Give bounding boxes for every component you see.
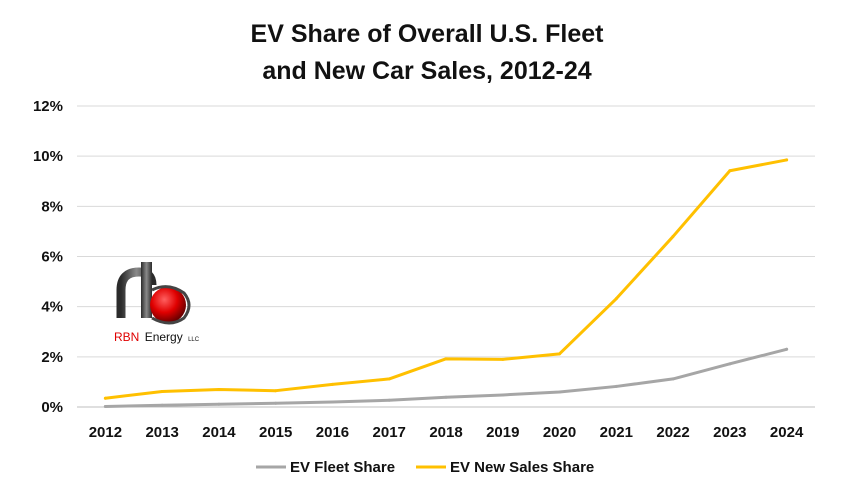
chart-title-line-1: EV Share of Overall U.S. Fleet xyxy=(251,20,605,48)
chart-title-line-2: and New Car Sales, 2012-24 xyxy=(262,57,591,85)
data-point xyxy=(501,393,505,397)
y-tick-label: 6% xyxy=(41,249,63,266)
data-point xyxy=(728,169,732,173)
data-point xyxy=(274,389,278,393)
data-point xyxy=(274,401,278,405)
data-point xyxy=(558,390,562,394)
x-tick-label: 2021 xyxy=(600,424,633,441)
series-lines xyxy=(103,158,789,408)
logo-name-text: Energy xyxy=(145,330,183,344)
y-tick-label: 4% xyxy=(41,299,63,316)
y-tick-label: 2% xyxy=(41,349,63,366)
data-point xyxy=(217,402,221,406)
data-point xyxy=(330,382,334,386)
gridlines xyxy=(77,105,815,408)
y-axis-ticks: 0% 2% 4% 6% 8% 10% 12% xyxy=(33,98,63,416)
data-point xyxy=(160,389,164,393)
rbn-energy-logo: RBN Energy LLC xyxy=(114,262,200,344)
legend-label-new-sales: EV New Sales Share xyxy=(450,459,594,476)
logo-b-ring-icon xyxy=(151,285,191,325)
x-tick-label: 2020 xyxy=(543,424,576,441)
data-point xyxy=(330,400,334,404)
data-point xyxy=(785,158,789,162)
x-axis-ticks: 2012 2013 2014 2015 2016 2017 2018 2019 2020 2021… xyxy=(89,424,804,441)
data-point xyxy=(558,352,562,356)
data-point xyxy=(387,398,391,402)
data-point xyxy=(785,347,789,351)
x-tick-label: 2022 xyxy=(656,424,689,441)
y-tick-label: 10% xyxy=(33,148,63,165)
x-tick-label: 2024 xyxy=(770,424,804,441)
data-point xyxy=(103,396,107,400)
x-tick-label: 2015 xyxy=(259,424,292,441)
legend: EV Fleet Share EV New Sales Share xyxy=(256,459,594,476)
svg-text:RBN Energy LLC: RBN Energy LLC xyxy=(114,330,200,344)
y-tick-label: 8% xyxy=(41,198,63,215)
data-point xyxy=(671,234,675,238)
data-point xyxy=(444,395,448,399)
logo-b-stem-icon xyxy=(141,262,152,318)
logo-suffix-text: LLC xyxy=(188,337,200,343)
x-tick-label: 2016 xyxy=(316,424,349,441)
y-tick-label: 0% xyxy=(41,399,63,416)
logo-brand-text: RBN xyxy=(114,330,139,344)
x-tick-label: 2014 xyxy=(202,424,236,441)
logo-red-ball-icon xyxy=(150,287,186,323)
x-tick-label: 2017 xyxy=(373,424,406,441)
data-point xyxy=(387,377,391,381)
data-point xyxy=(671,377,675,381)
data-point xyxy=(728,362,732,366)
y-tick-label: 12% xyxy=(33,98,63,115)
data-point xyxy=(160,403,164,407)
legend-label-fleet: EV Fleet Share xyxy=(290,459,395,476)
data-point xyxy=(614,384,618,388)
x-tick-label: 2019 xyxy=(486,424,519,441)
x-tick-label: 2018 xyxy=(429,424,462,441)
series-line-new-sales-share xyxy=(103,158,789,400)
data-point xyxy=(501,357,505,361)
data-point xyxy=(103,404,107,408)
x-tick-label: 2012 xyxy=(89,424,122,441)
data-point xyxy=(217,387,221,391)
data-point xyxy=(614,297,618,301)
x-tick-label: 2023 xyxy=(713,424,746,441)
data-point xyxy=(444,357,448,361)
x-tick-label: 2013 xyxy=(145,424,178,441)
